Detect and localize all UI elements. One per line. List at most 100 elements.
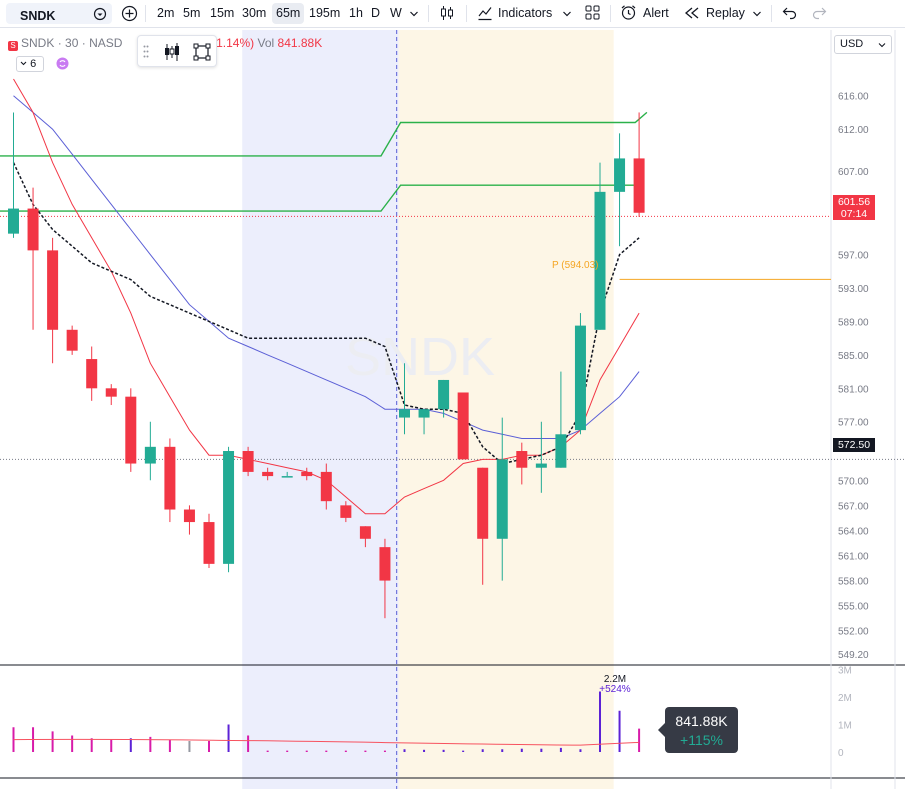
symbol-search[interactable]: SNDK — [6, 3, 112, 24]
price-tick-label: 564.00 — [838, 526, 869, 537]
candle — [105, 384, 117, 406]
candle-body — [457, 392, 469, 460]
candle — [86, 346, 98, 401]
interval-2m[interactable]: 2m — [157, 6, 175, 20]
volume-axis: 3M 2M 1M 0 — [838, 666, 852, 760]
add-symbol-icon[interactable] — [121, 5, 138, 22]
candle-body — [633, 158, 645, 213]
candle-body — [516, 451, 528, 468]
interval-30m[interactable]: 30m — [242, 6, 267, 20]
undo-icon[interactable] — [782, 6, 797, 20]
symbol-name: SNDK — [20, 9, 56, 23]
candle-body — [477, 467, 489, 539]
indicators-icon[interactable] — [477, 5, 493, 21]
interval-65m[interactable]: 65m — [272, 3, 305, 24]
candle-body — [379, 547, 391, 581]
price-tick-label: 607.00 — [838, 167, 869, 178]
floating-drawing-toolbar[interactable] — [137, 35, 217, 67]
legend-change: −1.14%) — [209, 36, 255, 50]
interval-dropdown-icon[interactable] — [409, 9, 419, 19]
volume-bars[interactable] — [12, 691, 641, 753]
price-tick-label: 555.00 — [838, 602, 869, 613]
price-tick-label: 612.00 — [838, 125, 869, 136]
price-axis[interactable]: 616.00 612.00 607.00 597.00 593.00 589.00 585.… — [838, 92, 869, 661]
candle-body — [164, 446, 176, 510]
premarket-session — [242, 30, 399, 789]
candle-body — [574, 325, 586, 431]
volume-tooltip-value: 841.88K — [675, 713, 728, 729]
price-tick-label: 558.00 — [838, 577, 869, 588]
candle — [262, 467, 274, 481]
chart-legend[interactable]: S SNDK · 30 · NASD −1.14%) Vol 841.88K — [8, 35, 322, 51]
volume-tick-label: 3M — [838, 666, 852, 677]
pivot-label: P (594.03) — [552, 260, 599, 271]
candle — [340, 501, 352, 523]
exchange-logo-icon: S — [8, 41, 18, 51]
candle-body — [47, 250, 59, 330]
candle — [399, 363, 410, 435]
interval-1h[interactable]: 1h — [349, 6, 363, 20]
candles-tool-icon[interactable] — [163, 42, 181, 62]
candle — [594, 162, 606, 330]
refresh-icon[interactable] — [56, 57, 69, 70]
candle — [574, 313, 586, 435]
price-tick-label: 616.00 — [838, 92, 869, 103]
candle — [144, 421, 156, 481]
drag-handle-icon[interactable] — [143, 45, 149, 58]
candle-body — [614, 158, 626, 192]
interval-195m[interactable]: 195m — [309, 6, 341, 20]
candle — [614, 133, 626, 247]
price-tick-label: 585.00 — [838, 351, 869, 362]
candle-body — [594, 191, 606, 330]
chevron-down-icon — [20, 61, 27, 66]
candle-style-icon[interactable] — [439, 4, 455, 22]
currency-value: USD — [840, 38, 864, 50]
legend-vol-label: Vol — [257, 36, 275, 50]
price-tick-label: 570.00 — [838, 476, 869, 487]
compare-eye-icon[interactable] — [93, 7, 107, 21]
alert-clock-icon[interactable] — [620, 4, 637, 21]
indicators-dropdown-icon[interactable] — [562, 9, 572, 19]
candle — [125, 388, 137, 472]
indicators-button[interactable]: Indicators — [498, 6, 553, 20]
volume-tick-label: 0 — [838, 748, 844, 759]
candle-body — [320, 471, 332, 502]
candle — [535, 421, 547, 493]
price-tick-label: 567.00 — [838, 501, 869, 512]
price-tick-label: 552.00 — [838, 627, 869, 638]
price-tick-label: 597.00 — [838, 251, 869, 262]
rectangle-tool-icon[interactable] — [193, 43, 211, 61]
volume-tooltip-arrow — [658, 722, 666, 738]
alert-button[interactable]: Alert — [643, 6, 669, 20]
interval-15m[interactable]: 15m — [210, 6, 235, 20]
volume-tick-label: 1M — [838, 721, 852, 732]
price-tick-label: 593.00 — [838, 284, 869, 295]
currency-select[interactable]: USD — [834, 35, 892, 54]
interval-select[interactable]: 6 — [16, 56, 44, 72]
candle — [242, 446, 254, 477]
interval-5m[interactable]: 5m — [183, 6, 201, 20]
candle — [66, 325, 78, 355]
layouts-grid-icon[interactable] — [585, 5, 600, 20]
redo-icon[interactable] — [812, 6, 827, 20]
replay-dropdown-icon[interactable] — [752, 9, 762, 19]
interval-d[interactable]: D — [371, 6, 381, 20]
chevron-down-icon — [878, 43, 886, 48]
volume-ma-line — [13, 738, 640, 746]
candle-body — [340, 505, 352, 518]
candle — [477, 467, 489, 585]
replay-icon[interactable] — [684, 6, 700, 20]
candle — [301, 467, 313, 481]
candles[interactable] — [8, 112, 645, 619]
interval-w[interactable]: W — [390, 6, 402, 20]
price-tick-label: 561.00 — [838, 552, 869, 563]
price-tick-label: 577.00 — [838, 418, 869, 429]
candle — [633, 112, 645, 217]
candle — [8, 112, 19, 238]
replay-button[interactable]: Replay — [706, 6, 745, 20]
price-tick-label: 581.00 — [838, 384, 869, 395]
candle — [438, 379, 450, 418]
price-tick-label: 589.00 — [838, 317, 869, 328]
candle — [183, 505, 195, 535]
